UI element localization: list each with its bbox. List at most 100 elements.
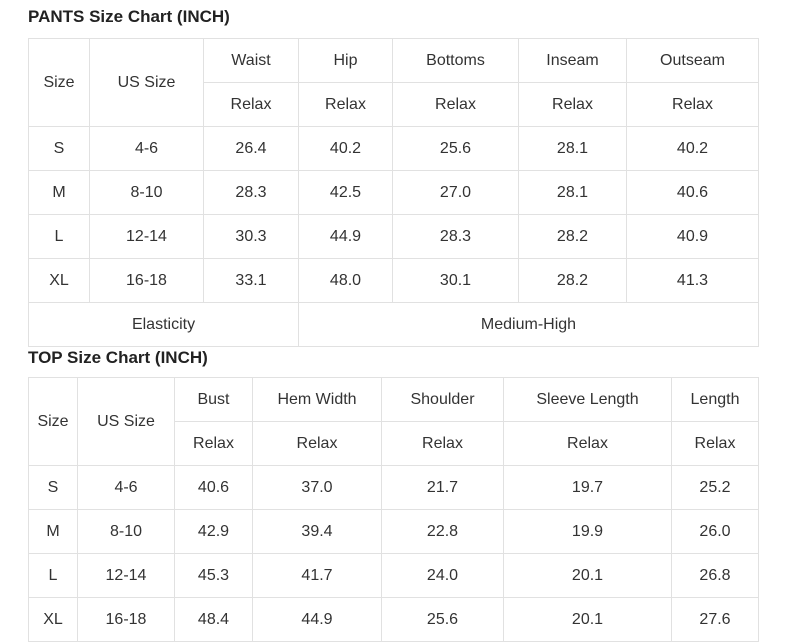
value-cell: 48.0 bbox=[298, 258, 393, 303]
pants-outseam-fit-cell: Relax bbox=[626, 82, 759, 127]
pants-outseam-column-header: Outseam bbox=[626, 38, 759, 83]
value-cell: 22.8 bbox=[381, 509, 504, 554]
size-cell: XL bbox=[28, 597, 78, 642]
pants-fit-row: Relax Relax Relax Relax Relax bbox=[29, 82, 759, 127]
us-size-cell: 12-14 bbox=[89, 214, 204, 259]
pants-size-column-header: Size bbox=[28, 38, 90, 127]
us-size-cell: 16-18 bbox=[77, 597, 175, 642]
value-cell: 40.2 bbox=[626, 126, 759, 171]
value-cell: 25.6 bbox=[392, 126, 519, 171]
elasticity-value-cell: Medium-High bbox=[298, 302, 759, 347]
value-cell: 37.0 bbox=[252, 465, 382, 510]
us-size-cell: 16-18 bbox=[89, 258, 204, 303]
top-sleeve-length-column-header: Sleeve Length bbox=[503, 377, 672, 422]
value-cell: 41.7 bbox=[252, 553, 382, 598]
top-hem-width-fit-cell: Relax bbox=[252, 421, 382, 466]
size-cell: M bbox=[28, 509, 78, 554]
value-cell: 20.1 bbox=[503, 597, 672, 642]
value-cell: 28.1 bbox=[518, 126, 627, 171]
pants-waist-column-header: Waist bbox=[203, 38, 299, 83]
size-cell: M bbox=[28, 170, 90, 215]
top-header-row: Size US Size Bust Hem Width Shoulder Sle… bbox=[28, 377, 759, 466]
pants-row-xl: XL 16-18 33.1 48.0 30.1 28.2 41.3 bbox=[28, 258, 759, 303]
value-cell: 44.9 bbox=[252, 597, 382, 642]
value-cell: 27.0 bbox=[392, 170, 519, 215]
pants-size-table: Size US Size Waist Hip Bottoms Inseam Ou… bbox=[28, 38, 759, 347]
value-cell: 41.3 bbox=[626, 258, 759, 303]
value-cell: 20.1 bbox=[503, 553, 672, 598]
pants-inseam-fit-cell: Relax bbox=[518, 82, 627, 127]
value-cell: 24.0 bbox=[381, 553, 504, 598]
top-shoulder-column-header: Shoulder bbox=[381, 377, 504, 422]
value-cell: 45.3 bbox=[174, 553, 253, 598]
size-cell: S bbox=[28, 126, 90, 171]
value-cell: 28.1 bbox=[518, 170, 627, 215]
pants-elasticity-row: Elasticity Medium-High bbox=[28, 302, 759, 347]
us-size-cell: 8-10 bbox=[89, 170, 204, 215]
size-cell: L bbox=[28, 553, 78, 598]
top-fit-row: Relax Relax Relax Relax Relax bbox=[29, 421, 759, 466]
value-cell: 26.0 bbox=[671, 509, 759, 554]
pants-size-chart-section: PANTS Size Chart (INCH) Size US Size Wai… bbox=[28, 8, 759, 347]
value-cell: 39.4 bbox=[252, 509, 382, 554]
value-cell: 26.8 bbox=[671, 553, 759, 598]
pants-row-m: M 8-10 28.3 42.5 27.0 28.1 40.6 bbox=[28, 170, 759, 215]
value-cell: 42.5 bbox=[298, 170, 393, 215]
top-row-l: L 12-14 45.3 41.7 24.0 20.1 26.8 bbox=[28, 553, 759, 598]
size-cell: XL bbox=[28, 258, 90, 303]
top-row-m: M 8-10 42.9 39.4 22.8 19.9 26.0 bbox=[28, 509, 759, 554]
top-size-chart-section: TOP Size Chart (INCH) Size US Size Bust … bbox=[28, 349, 759, 642]
elasticity-label-cell: Elasticity bbox=[28, 302, 299, 347]
us-size-cell: 4-6 bbox=[77, 465, 175, 510]
value-cell: 28.2 bbox=[518, 258, 627, 303]
pants-us-size-column-header: US Size bbox=[89, 38, 204, 127]
pants-bottoms-fit-cell: Relax bbox=[392, 82, 519, 127]
top-hem-width-column-header: Hem Width bbox=[252, 377, 382, 422]
value-cell: 40.6 bbox=[174, 465, 253, 510]
top-size-column-header: Size bbox=[28, 377, 78, 466]
size-cell: S bbox=[28, 465, 78, 510]
value-cell: 30.1 bbox=[392, 258, 519, 303]
top-row-xl: XL 16-18 48.4 44.9 25.6 20.1 27.6 bbox=[28, 597, 759, 642]
top-shoulder-fit-cell: Relax bbox=[381, 421, 504, 466]
top-length-fit-cell: Relax bbox=[671, 421, 759, 466]
pants-row-s: S 4-6 26.4 40.2 25.6 28.1 40.2 bbox=[28, 126, 759, 171]
value-cell: 28.2 bbox=[518, 214, 627, 259]
pants-chart-title: PANTS Size Chart (INCH) bbox=[28, 7, 230, 26]
value-cell: 28.3 bbox=[392, 214, 519, 259]
value-cell: 25.6 bbox=[381, 597, 504, 642]
top-us-size-column-header: US Size bbox=[77, 377, 175, 466]
value-cell: 40.2 bbox=[298, 126, 393, 171]
pants-bottoms-column-header: Bottoms bbox=[392, 38, 519, 83]
pants-hip-fit-cell: Relax bbox=[298, 82, 393, 127]
value-cell: 40.9 bbox=[626, 214, 759, 259]
value-cell: 42.9 bbox=[174, 509, 253, 554]
value-cell: 44.9 bbox=[298, 214, 393, 259]
value-cell: 33.1 bbox=[203, 258, 299, 303]
pants-waist-fit-cell: Relax bbox=[203, 82, 299, 127]
value-cell: 28.3 bbox=[203, 170, 299, 215]
us-size-cell: 8-10 bbox=[77, 509, 175, 554]
us-size-cell: 4-6 bbox=[89, 126, 204, 171]
top-bust-fit-cell: Relax bbox=[174, 421, 253, 466]
top-chart-title: TOP Size Chart (INCH) bbox=[28, 348, 208, 367]
value-cell: 40.6 bbox=[626, 170, 759, 215]
us-size-cell: 12-14 bbox=[77, 553, 175, 598]
top-length-column-header: Length bbox=[671, 377, 759, 422]
value-cell: 30.3 bbox=[203, 214, 299, 259]
value-cell: 19.7 bbox=[503, 465, 672, 510]
top-row-s: S 4-6 40.6 37.0 21.7 19.7 25.2 bbox=[28, 465, 759, 510]
value-cell: 48.4 bbox=[174, 597, 253, 642]
pants-inseam-column-header: Inseam bbox=[518, 38, 627, 83]
top-size-table: Size US Size Bust Hem Width Shoulder Sle… bbox=[28, 377, 759, 642]
value-cell: 25.2 bbox=[671, 465, 759, 510]
pants-row-l: L 12-14 30.3 44.9 28.3 28.2 40.9 bbox=[28, 214, 759, 259]
top-bust-column-header: Bust bbox=[174, 377, 253, 422]
value-cell: 27.6 bbox=[671, 597, 759, 642]
value-cell: 19.9 bbox=[503, 509, 672, 554]
size-cell: L bbox=[28, 214, 90, 259]
value-cell: 21.7 bbox=[381, 465, 504, 510]
pants-hip-column-header: Hip bbox=[298, 38, 393, 83]
pants-header-row: Size US Size Waist Hip Bottoms Inseam Ou… bbox=[28, 38, 759, 127]
